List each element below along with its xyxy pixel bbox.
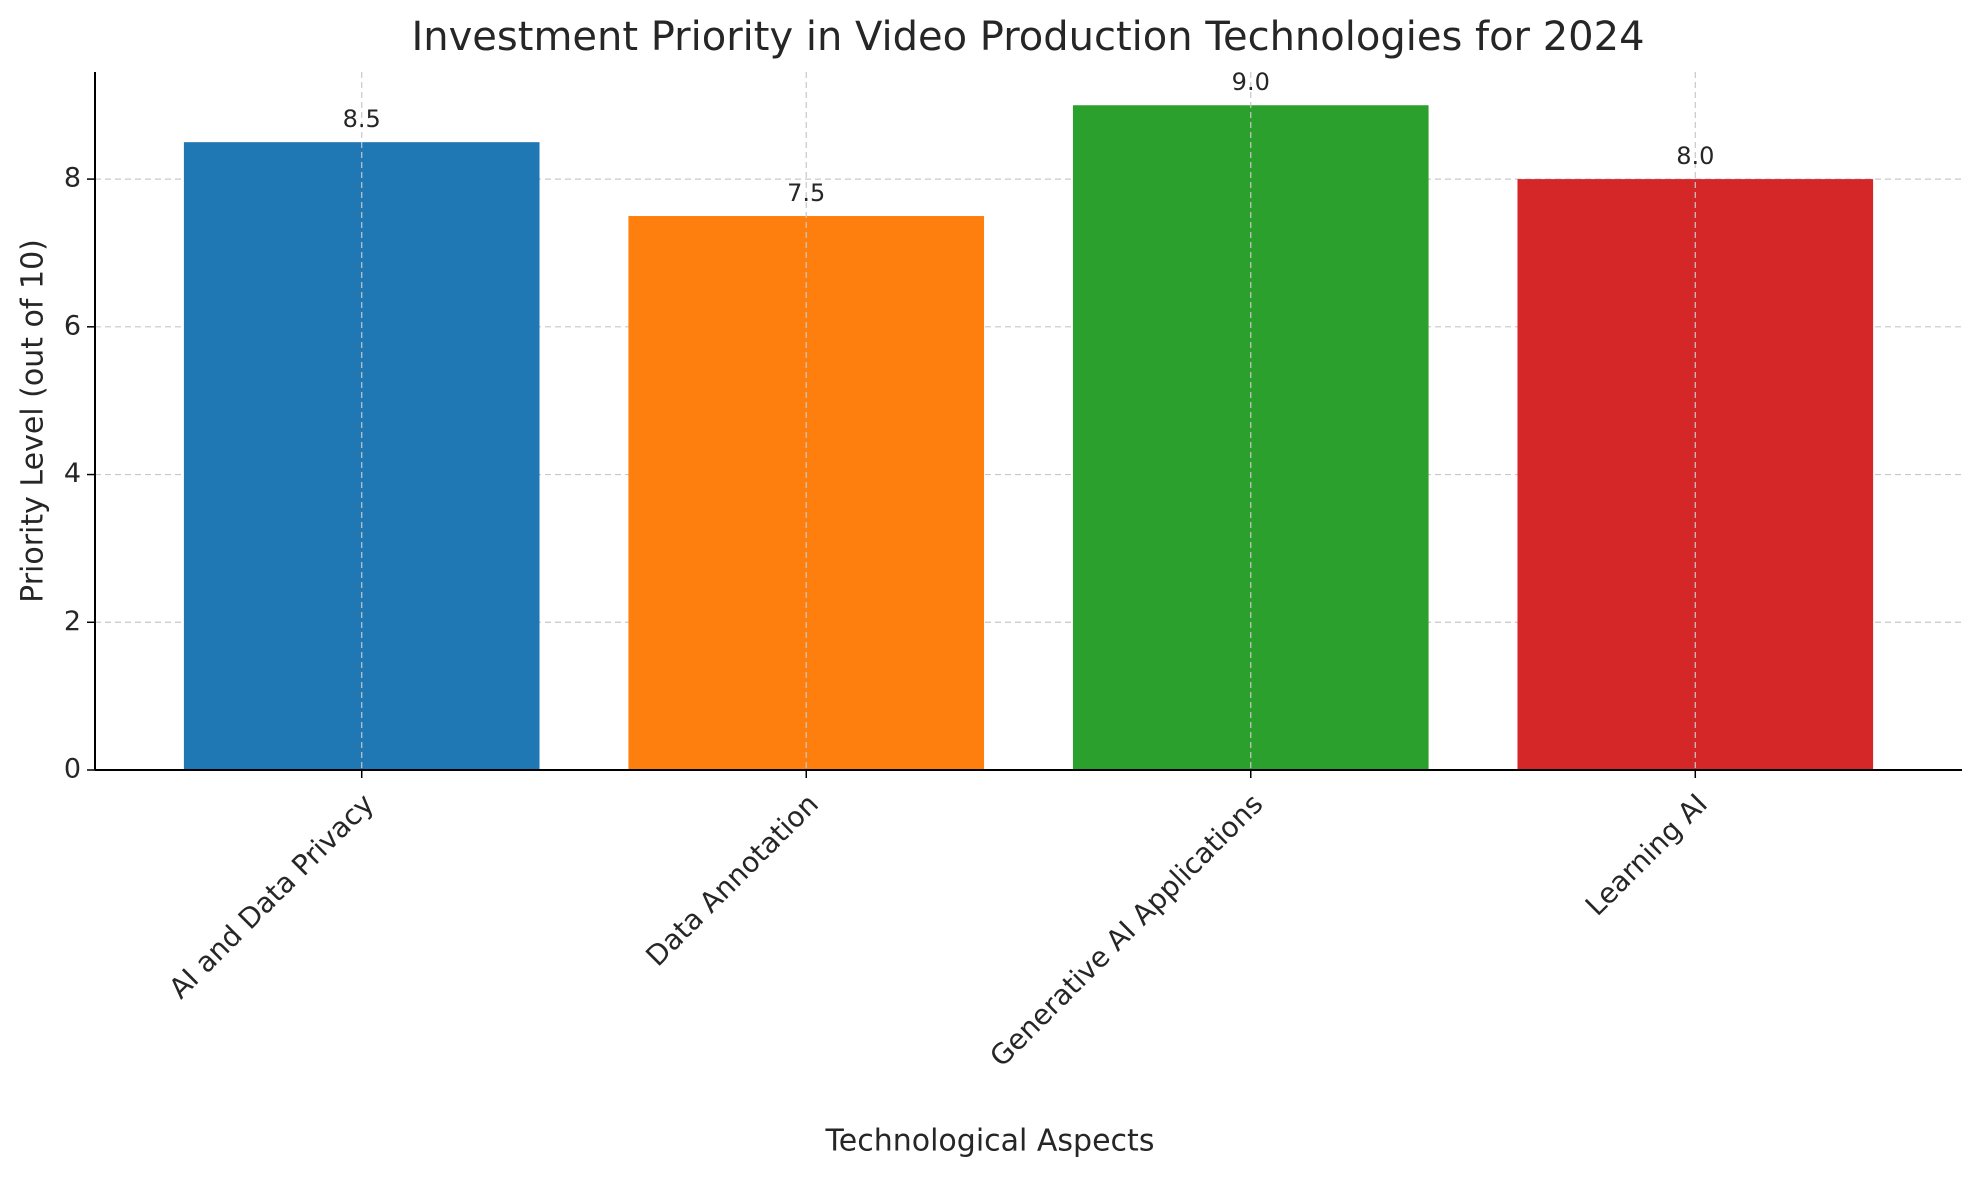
y-tick-label: 6 xyxy=(64,310,81,341)
value-label: 7.5 xyxy=(787,179,825,207)
value-label: 8.0 xyxy=(1676,142,1714,170)
x-tick-label: AI and Data Privacy xyxy=(163,787,381,1005)
y-tick-label: 8 xyxy=(64,163,81,194)
x-axis-label: Technological Aspects xyxy=(825,1124,1155,1159)
y-tick-label: 4 xyxy=(64,458,81,489)
chart-title: Investment Priority in Video Production … xyxy=(411,14,1644,60)
y-axis-label: Priority Level (out of 10) xyxy=(16,239,51,603)
x-tick-label: Generative AI Applications xyxy=(983,787,1269,1073)
value-label: 8.5 xyxy=(343,105,381,133)
y-tick-label: 0 xyxy=(64,754,81,785)
value-label: 9.0 xyxy=(1232,68,1270,96)
x-tick-label: Data Annotation xyxy=(639,787,824,972)
y-tick-label: 2 xyxy=(64,606,81,637)
x-tick-label: Learning AI xyxy=(1579,787,1714,922)
bars xyxy=(183,105,1874,771)
